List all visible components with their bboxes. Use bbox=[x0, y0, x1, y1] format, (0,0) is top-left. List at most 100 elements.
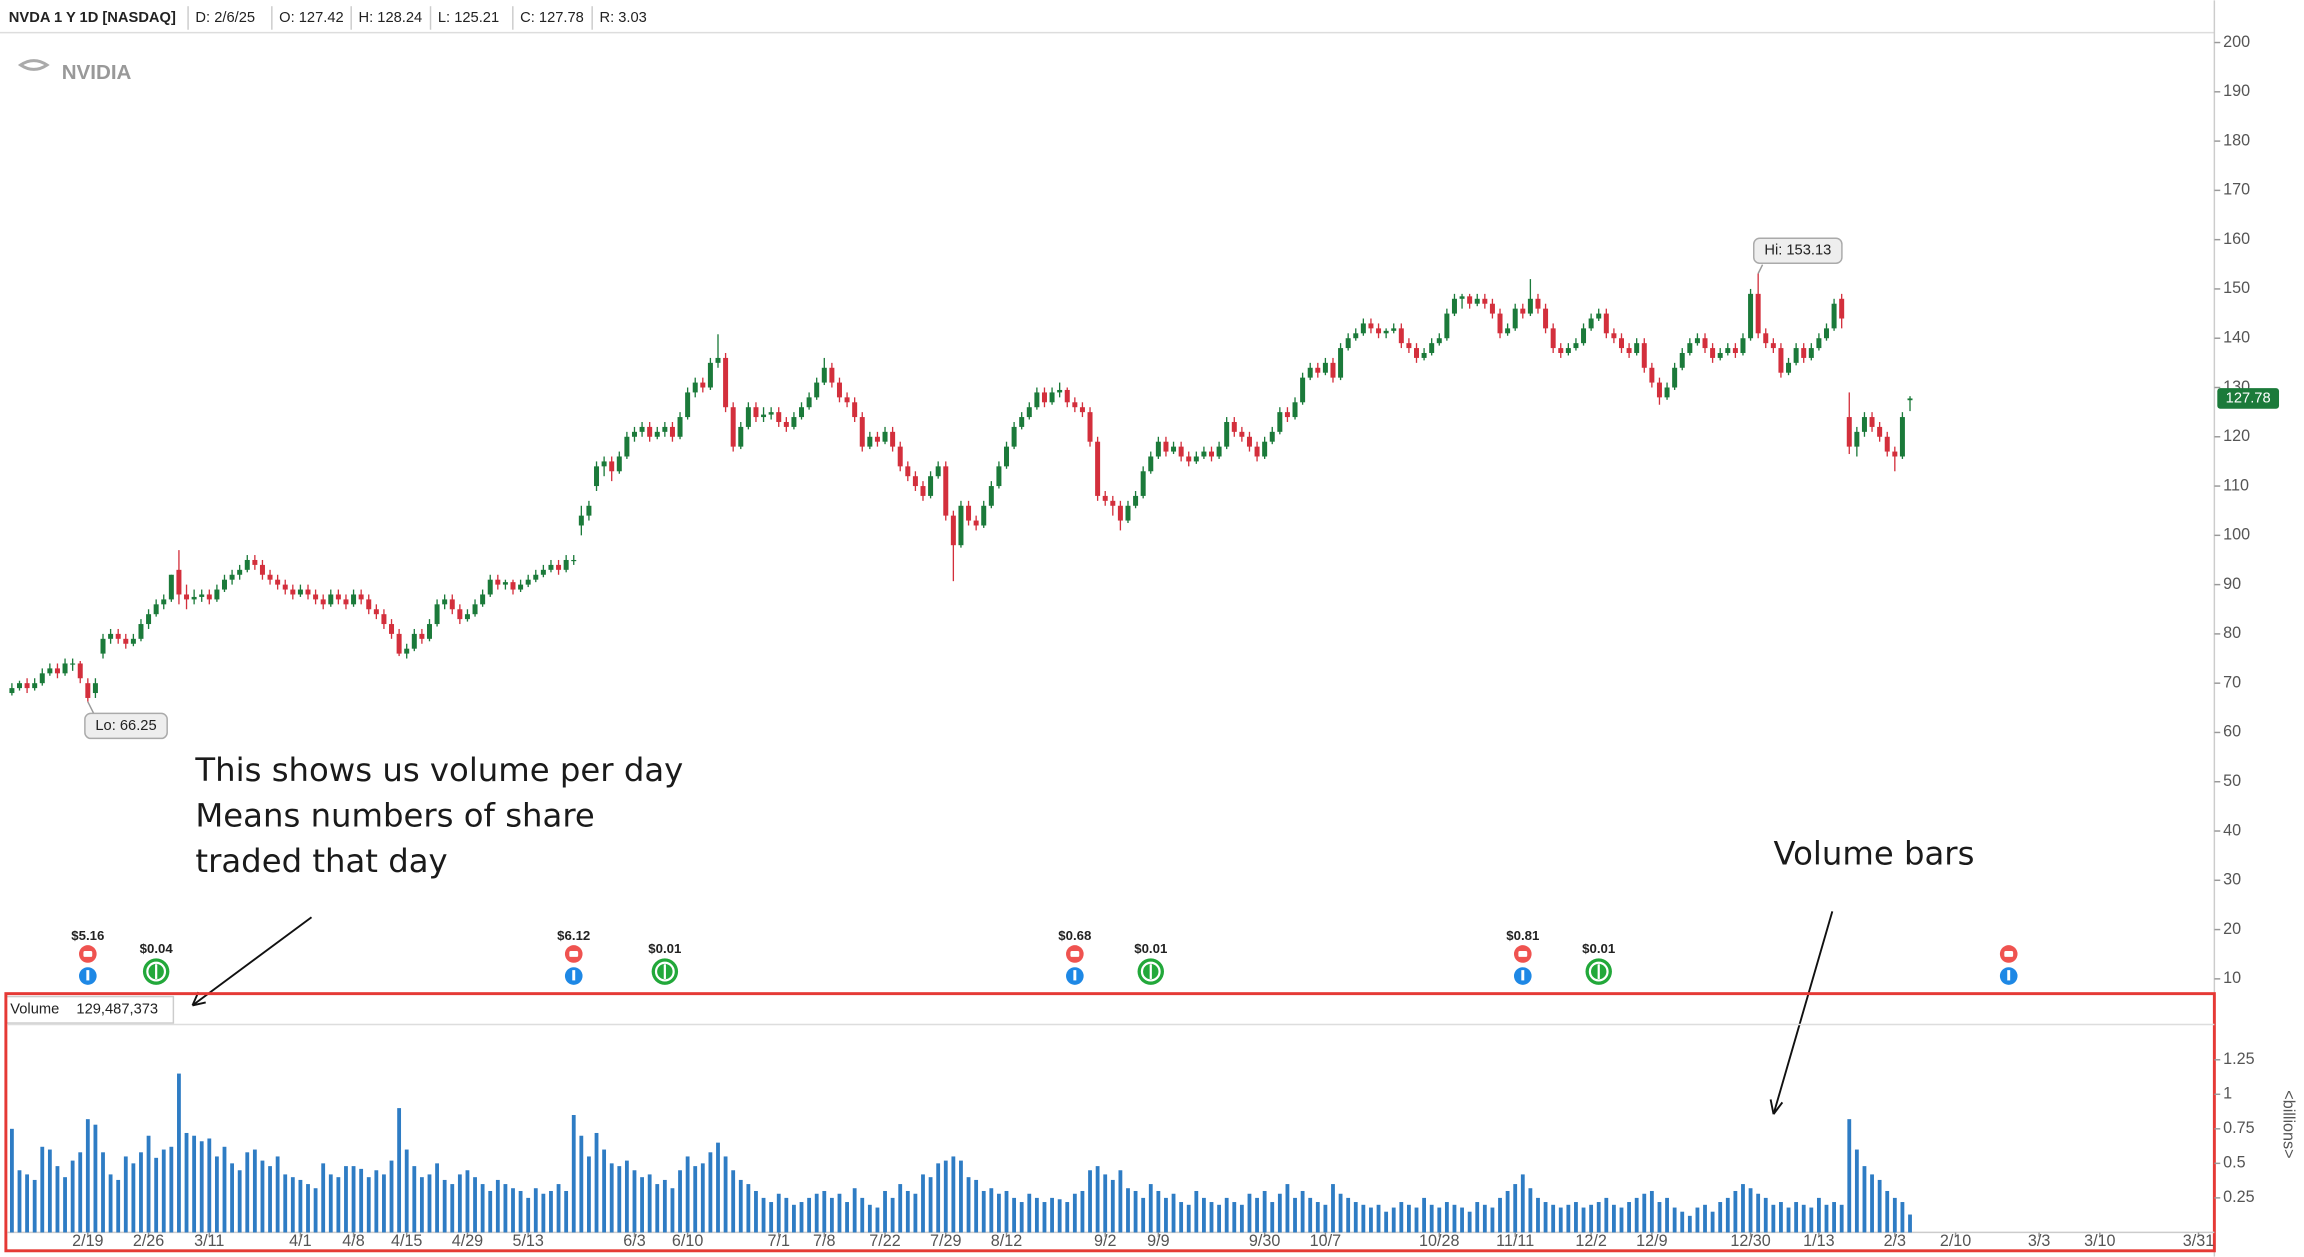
volume-bar bbox=[1429, 1204, 1434, 1233]
volume-bar bbox=[1642, 1193, 1647, 1233]
volume-bar bbox=[101, 1152, 105, 1233]
candle-body bbox=[472, 604, 478, 615]
volume-bar bbox=[63, 1177, 67, 1233]
candle-body bbox=[586, 505, 592, 516]
high-pointer bbox=[1757, 264, 1764, 274]
volume-bar bbox=[1733, 1190, 1738, 1233]
y-tick-label: 90 bbox=[2223, 575, 2241, 593]
dividend-icon-ring bbox=[1140, 961, 1161, 982]
candle-body bbox=[1603, 313, 1609, 334]
volume-bar bbox=[640, 1177, 644, 1233]
volume-bar bbox=[123, 1156, 128, 1233]
volume-bar bbox=[867, 1204, 872, 1233]
volume-bar bbox=[1414, 1207, 1419, 1233]
volume-bar bbox=[700, 1163, 705, 1233]
header-item: C: 127.78 bbox=[520, 10, 584, 26]
volume-bar bbox=[184, 1132, 189, 1233]
volume-bar bbox=[169, 1146, 174, 1233]
volume-bar bbox=[1148, 1184, 1153, 1233]
volume-bar bbox=[1308, 1197, 1313, 1233]
volume-bar bbox=[1589, 1204, 1594, 1233]
candle-body bbox=[1178, 446, 1184, 457]
volume-bar bbox=[1300, 1190, 1305, 1233]
candle-body bbox=[1436, 338, 1442, 344]
candle-body bbox=[1224, 421, 1230, 447]
candle-body bbox=[335, 594, 341, 600]
event-label: $0.04 bbox=[140, 941, 174, 956]
y-tick-label: 80 bbox=[2223, 624, 2241, 642]
candle-body bbox=[662, 426, 668, 432]
candle-body bbox=[123, 638, 129, 644]
volume-bar bbox=[389, 1160, 394, 1233]
volume-bar bbox=[207, 1138, 212, 1233]
x-tick-label: 2/3 bbox=[1884, 1232, 1906, 1250]
x-tick-label: 3/3 bbox=[2028, 1232, 2050, 1250]
volume-bar bbox=[822, 1190, 827, 1233]
candle-body bbox=[685, 392, 691, 418]
volume-bar bbox=[1247, 1193, 1252, 1233]
volume-bar bbox=[93, 1124, 98, 1233]
volume-bar bbox=[1870, 1174, 1874, 1233]
volume-bar bbox=[875, 1207, 880, 1233]
candle-body bbox=[1543, 308, 1549, 329]
volume-bar bbox=[1217, 1204, 1222, 1233]
note-line: Means numbers of share bbox=[195, 796, 594, 834]
candle-body bbox=[1588, 318, 1594, 329]
y-tick-label: 100 bbox=[2223, 526, 2250, 544]
volume-bar bbox=[1057, 1199, 1062, 1233]
candle-body bbox=[1117, 505, 1123, 521]
candle-body bbox=[594, 466, 600, 487]
x-tick-label: 3/10 bbox=[2084, 1232, 2115, 1250]
last-price: 127.78 bbox=[2226, 390, 2271, 406]
candle-body bbox=[1717, 353, 1723, 358]
volume-bar bbox=[1027, 1193, 1032, 1233]
volume-bar bbox=[1657, 1202, 1662, 1233]
candle-body bbox=[1755, 293, 1761, 334]
candle-body bbox=[1527, 298, 1533, 314]
candle-body bbox=[1550, 328, 1556, 349]
candle-body bbox=[214, 589, 220, 600]
volume-bar bbox=[1490, 1207, 1495, 1233]
volume-bar bbox=[852, 1188, 857, 1233]
candle-body bbox=[343, 599, 349, 605]
volume-bar bbox=[382, 1174, 386, 1233]
candle-body bbox=[654, 431, 660, 437]
volume-bar bbox=[1634, 1197, 1639, 1233]
volume-bar bbox=[1816, 1197, 1821, 1233]
candle-body bbox=[54, 668, 60, 674]
candle-body bbox=[1474, 298, 1480, 304]
candle-body bbox=[1376, 328, 1382, 334]
volume-bar bbox=[275, 1156, 280, 1233]
candle-body bbox=[928, 476, 934, 496]
y-tick-label: 190 bbox=[2223, 82, 2250, 100]
candle-body bbox=[723, 357, 729, 408]
y-tick-label: 50 bbox=[2223, 772, 2241, 790]
logo-text: NVIDIA bbox=[62, 61, 132, 84]
volume-bar bbox=[974, 1179, 979, 1233]
candle-body bbox=[1034, 392, 1040, 408]
candle-body bbox=[1459, 296, 1465, 299]
x-tick-label: 2/10 bbox=[1940, 1232, 1971, 1250]
volume-bar bbox=[549, 1190, 553, 1233]
x-tick-label: 4/15 bbox=[391, 1232, 422, 1250]
candle-body bbox=[1725, 348, 1731, 354]
volume-bar bbox=[1908, 1214, 1912, 1233]
candle-body bbox=[1778, 348, 1784, 373]
volume-bar bbox=[1460, 1207, 1464, 1233]
volume-bar bbox=[192, 1135, 197, 1233]
volume-bar bbox=[1239, 1204, 1244, 1233]
candle-body bbox=[168, 574, 174, 600]
volume-bar bbox=[1543, 1202, 1548, 1233]
candle-body bbox=[783, 421, 789, 427]
note-line: This shows us volume per day bbox=[194, 751, 683, 789]
volume-bar bbox=[776, 1193, 781, 1233]
candle-body bbox=[624, 436, 630, 457]
volume-bar bbox=[139, 1152, 143, 1233]
volume-bar bbox=[1095, 1166, 1100, 1233]
volume-bar bbox=[1277, 1193, 1282, 1233]
x-tick-label: 6/3 bbox=[623, 1232, 645, 1250]
event-label: $0.01 bbox=[1582, 941, 1615, 956]
volume-bar bbox=[1498, 1197, 1502, 1233]
volume-bar bbox=[1437, 1207, 1442, 1233]
volume-bar bbox=[1581, 1207, 1586, 1233]
